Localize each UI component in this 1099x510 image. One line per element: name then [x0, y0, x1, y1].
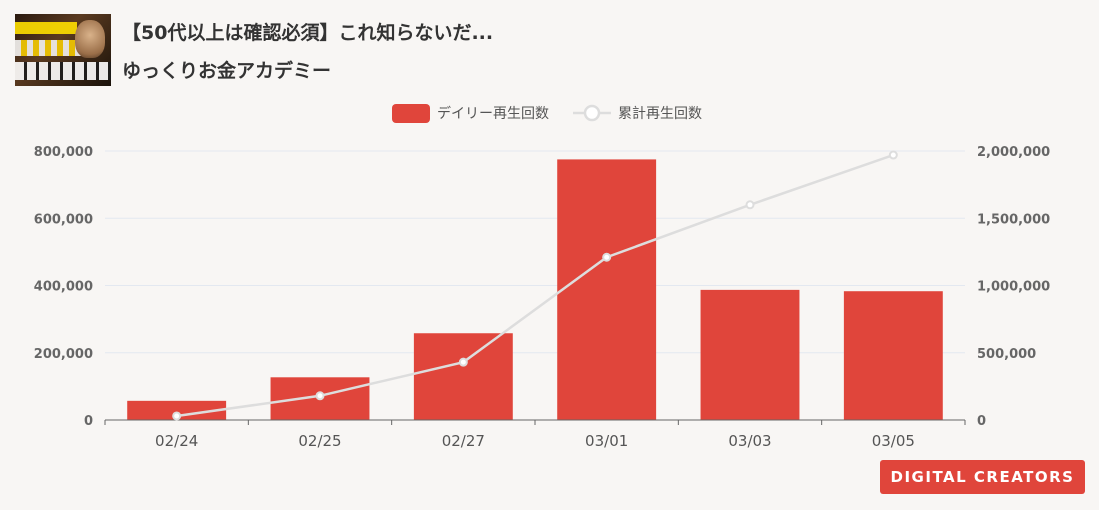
y-right-tick-label: 0	[977, 414, 986, 429]
bar-daily-views	[557, 159, 657, 420]
x-tick-label: 03/05	[872, 432, 915, 450]
y-right-tick-label: 1,000,000	[977, 280, 1050, 295]
y-right-tick-label: 1,500,000	[977, 212, 1050, 227]
x-tick-label: 02/27	[442, 432, 485, 450]
thumbnail-text-band	[15, 62, 111, 80]
line-point	[602, 252, 612, 262]
y-left-tick-label: 0	[84, 414, 93, 429]
thumbnail-text-band	[15, 40, 85, 56]
line-point	[172, 411, 182, 421]
x-tick-label: 02/25	[298, 432, 341, 450]
y-left-tick-label: 400,000	[34, 280, 93, 295]
x-tick-label: 03/03	[728, 432, 771, 450]
video-title: 【50代以上は確認必須】これ知らないだ...	[122, 22, 494, 44]
y-right-tick-label: 500,000	[977, 347, 1036, 362]
bar-daily-views	[413, 333, 513, 420]
line-point	[745, 200, 755, 210]
line-point	[315, 391, 325, 401]
bar-daily-views	[700, 289, 800, 420]
bar-daily-views	[843, 291, 943, 420]
y-left-tick-label: 200,000	[34, 347, 93, 362]
bar-daily-views	[127, 400, 227, 420]
y-right-tick-label: 2,000,000	[977, 145, 1050, 160]
legend-swatch-bar	[392, 104, 430, 123]
digital-creators-logo: DIGITAL CREATORS	[880, 460, 1085, 494]
legend-label-cumulative: 累計再生回数	[618, 106, 702, 122]
legend-swatch-point	[583, 104, 601, 122]
logo-text: DIGITAL CREATORS	[890, 468, 1075, 486]
x-tick-label: 03/01	[585, 432, 628, 450]
legend-label-daily: デイリー再生回数	[437, 105, 549, 122]
video-thumbnail[interactable]	[15, 14, 111, 86]
channel-name: ゆっくりお金アカデミー	[122, 60, 332, 82]
line-point	[888, 150, 898, 160]
line-point	[458, 357, 468, 367]
thumbnail-text-band	[15, 22, 77, 34]
line-cumulative-views	[176, 153, 894, 418]
x-tick-label: 02/24	[155, 432, 198, 450]
y-left-tick-label: 800,000	[34, 145, 93, 160]
y-left-tick-label: 600,000	[34, 212, 93, 227]
thumbnail-face	[75, 20, 105, 58]
